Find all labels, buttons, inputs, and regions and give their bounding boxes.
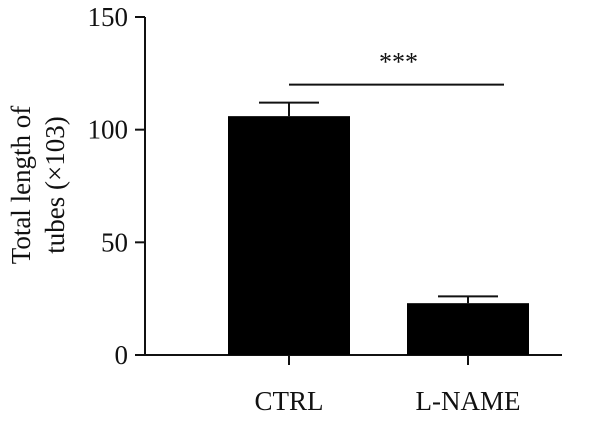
x-tick-label: L-NAME [416,386,521,416]
significance-label: *** [379,48,418,77]
y-tick-label: 0 [115,340,129,370]
significance-annotation: *** [289,48,504,86]
y-axis-title: Total length of tubes (×103) [6,106,70,265]
y-axis-title-line-2: tubes (×103) [40,116,70,253]
bar-l-name [407,303,529,355]
y-ticks: 0 50 100 150 [88,2,145,370]
y-tick-label: 150 [88,2,129,32]
y-tick-label: 100 [88,115,129,145]
x-tick-label: CTRL [254,386,323,416]
x-ticks: CTRL L-NAME [254,355,520,416]
y-tick-label: 50 [101,227,128,257]
y-axis-title-line-1: Total length of [6,106,36,265]
bar-ctrl [228,116,350,355]
bars [228,101,529,355]
